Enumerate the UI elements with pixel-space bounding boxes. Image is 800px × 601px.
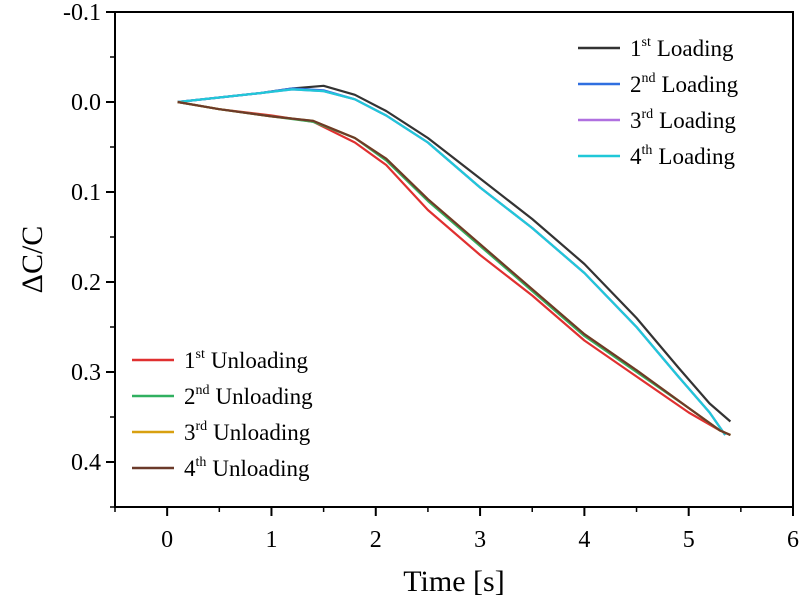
legend-ordinal: 1 [184, 348, 196, 373]
legend-entry: 3rd Loading [630, 107, 736, 133]
x-tick-label: 3 [474, 527, 486, 553]
legend-suffix: th [642, 143, 653, 158]
legend-entry: 2nd Loading [630, 71, 739, 97]
y-tick-labels: -0.1 0.0 0.1 0.2 0.3 0.4 [63, 0, 101, 476]
legend-entry: 1st Loading [630, 35, 734, 61]
legend-suffix: st [642, 35, 651, 50]
y-tick-label: 0.0 [71, 90, 101, 116]
legend-label: Unloading [216, 384, 314, 409]
series-lines [177, 84, 732, 437]
legend-suffix: nd [196, 383, 210, 398]
x-axis-label: Time [s] [403, 565, 504, 598]
legend-suffix: st [196, 347, 205, 362]
legend-entry: 3rd Unloading [184, 419, 311, 445]
legend-suffix: rd [642, 107, 654, 122]
legend-label: Loading [659, 108, 736, 133]
x-tick-label: 6 [787, 527, 799, 553]
plot-frame [114, 11, 794, 508]
legend-suffix: rd [196, 419, 208, 434]
legend-label: Loading [662, 72, 739, 97]
x-tick-labels: 0 1 2 3 4 5 6 [161, 527, 799, 553]
legend-ordinal: 3 [630, 108, 642, 133]
legend-suffix: th [196, 455, 207, 470]
y-tick-label: 0.1 [71, 180, 101, 206]
legend-ordinal: 1 [630, 36, 642, 61]
legend-entry: 1st Unloading [184, 347, 308, 373]
x-tick-label: 1 [265, 527, 277, 553]
legend-ordinal: 2 [184, 384, 196, 409]
y-tick-label: 0.4 [71, 450, 101, 476]
legend-suffix: nd [642, 71, 656, 86]
legend-label: Loading [658, 144, 735, 169]
legend-entry: 2nd Unloading [184, 383, 313, 409]
legend-entry: 4th Loading [630, 143, 736, 169]
legend-label: Unloading [211, 348, 309, 373]
legend-ordinal: 2 [630, 72, 642, 97]
y-tick-label: 0.2 [71, 270, 101, 296]
legend-label: Loading [657, 36, 734, 61]
y-axis-label: ΔC/C [16, 226, 49, 294]
legend-entry: 4th Unloading [184, 455, 310, 481]
legend-ordinal: 3 [184, 420, 196, 445]
y-tick-label: -0.1 [63, 0, 101, 26]
legend-ordinal: 4 [630, 144, 642, 169]
series-line-4 [177, 88, 727, 436]
x-tick-label: 5 [683, 527, 695, 553]
series-line-8 [177, 100, 731, 437]
legend-label: Unloading [212, 456, 310, 481]
x-tick-label: 0 [161, 527, 173, 553]
x-tick-label: 4 [578, 527, 590, 553]
x-tick-label: 2 [370, 527, 382, 553]
legend-label: Unloading [213, 420, 311, 445]
legend-ordinal: 4 [184, 456, 196, 481]
y-tick-label: 0.3 [71, 360, 101, 386]
